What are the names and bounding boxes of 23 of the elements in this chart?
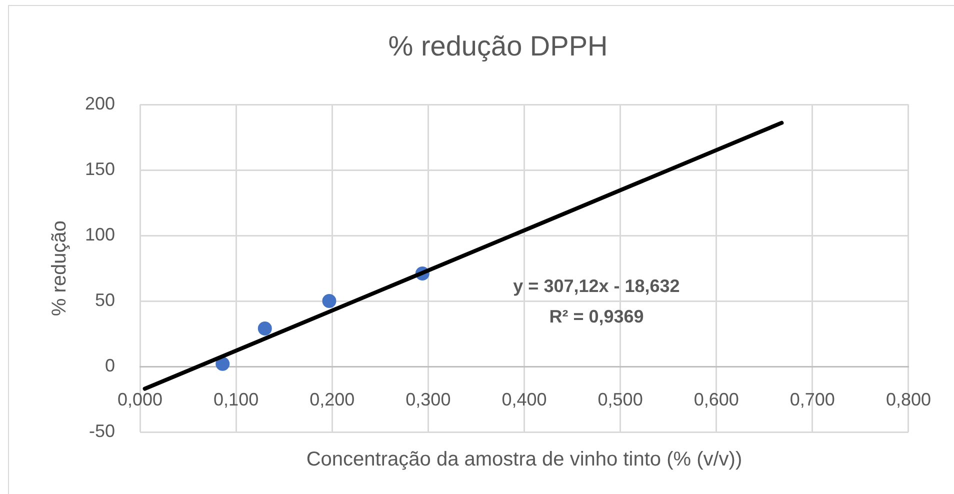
y-tick-label: 50 (94, 290, 115, 310)
y-tick-label: 200 (84, 93, 115, 114)
x-tick-label: 0,300 (406, 389, 451, 410)
x-tick-label: 0,200 (310, 389, 355, 410)
annotation: R² = 0,9369 (549, 306, 644, 326)
annotation: y = 307,12x - 18,632 (513, 276, 680, 296)
x-tick-label: 0,600 (694, 389, 739, 410)
x-tick-label: 0,700 (790, 389, 835, 410)
chart-title: % redução DPPH (388, 30, 608, 62)
x-tick-label: 0,800 (886, 389, 931, 410)
x-tick-label: 0,400 (502, 389, 547, 410)
y-tick-label: 0 (104, 355, 115, 376)
x-tick-label: 0,500 (598, 389, 643, 410)
x-axis-title: Concentração da amostra de vinho tinto (% (v/v)) (306, 448, 742, 471)
point (258, 322, 272, 336)
y-tick-label: 100 (84, 224, 115, 244)
y-tick-label: 150 (84, 158, 115, 179)
point (322, 294, 336, 308)
y-tick-label: -50 (88, 420, 115, 441)
point (216, 356, 230, 371)
x-tick-label: 0,000 (117, 389, 163, 410)
y-axis-title: % redução (48, 220, 71, 316)
x-tick-label: 0,100 (214, 389, 259, 410)
